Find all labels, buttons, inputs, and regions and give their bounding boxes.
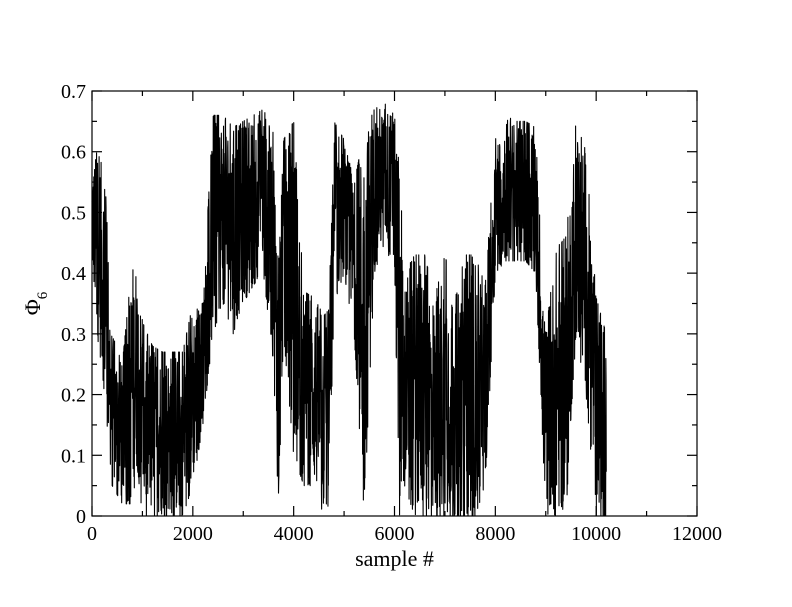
x-tick-label: 6000 xyxy=(375,523,415,545)
labels-layer: 0 2000 4000 6000 8000 10000 12000 0 0.1 0.2 0.3 0.4… xyxy=(61,81,722,545)
y-tick-label: 0 xyxy=(76,506,86,528)
y-axis-label: Φ6 xyxy=(20,291,51,315)
series-layer xyxy=(91,103,607,517)
y-tick-label: 0.7 xyxy=(61,81,86,103)
y-tick-label: 0.4 xyxy=(61,263,86,285)
ticks-layer xyxy=(91,90,698,517)
x-tick-label: 4000 xyxy=(274,523,314,545)
y-axis-label-symbol: Φ xyxy=(20,299,45,315)
x-tick-label: 10000 xyxy=(571,523,621,545)
x-tick-label: 12000 xyxy=(672,523,722,545)
series-line xyxy=(91,103,607,517)
x-axis-label: sample # xyxy=(355,546,434,571)
x-tick-label: 0 xyxy=(87,523,97,545)
y-tick-label: 0.1 xyxy=(61,445,86,467)
x-tick-label: 8000 xyxy=(475,523,515,545)
y-tick-label: 0.5 xyxy=(61,202,86,224)
y-tick-label: 0.3 xyxy=(61,324,86,346)
x-tick-label: 2000 xyxy=(173,523,213,545)
y-tick-label: 0.6 xyxy=(61,142,86,164)
y-axis-label-subscript: 6 xyxy=(35,291,51,299)
y-tick-label: 0.2 xyxy=(61,385,86,407)
